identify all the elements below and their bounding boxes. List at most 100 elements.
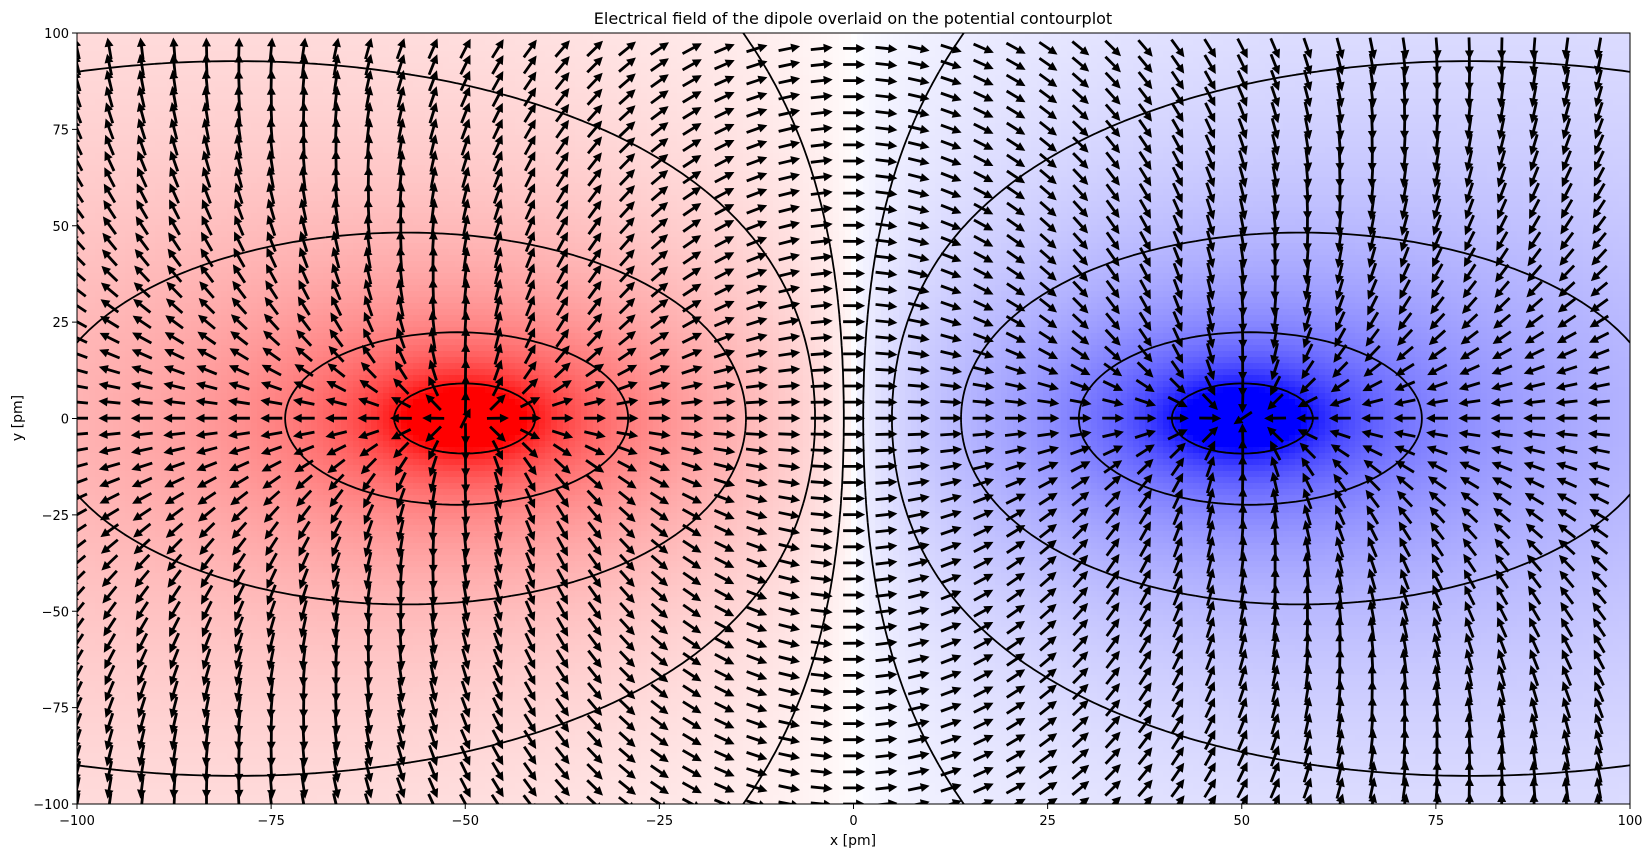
heatmap-cell — [83, 63, 90, 70]
heatmap-cell — [1325, 39, 1332, 46]
heatmap-cell — [839, 51, 846, 58]
heatmap-cell — [1313, 75, 1320, 82]
heatmap-cell — [791, 51, 798, 58]
heatmap-cell — [1577, 57, 1584, 64]
heatmap-cell — [257, 117, 264, 124]
heatmap-cell — [1187, 69, 1194, 76]
heatmap-cell — [1295, 87, 1302, 94]
heatmap-cell — [773, 75, 780, 82]
heatmap-cell — [1253, 123, 1260, 130]
heatmap-cell — [1229, 51, 1236, 58]
heatmap-cell — [1115, 57, 1122, 64]
heatmap-cell — [1211, 39, 1218, 46]
heatmap-cell — [689, 69, 696, 76]
heatmap-cell — [995, 99, 1002, 106]
heatmap-cell — [1193, 45, 1200, 52]
heatmap-cell — [425, 93, 432, 100]
heatmap-cell — [575, 45, 582, 52]
heatmap-cell — [1397, 123, 1404, 130]
heatmap-cell — [713, 39, 720, 46]
heatmap-cell — [551, 45, 558, 52]
heatmap-cell — [971, 129, 978, 136]
heatmap-cell — [737, 99, 744, 106]
heatmap-cell — [1313, 51, 1320, 58]
heatmap-cell — [119, 51, 126, 58]
heatmap-cell — [1349, 99, 1356, 106]
heatmap-cell — [1115, 87, 1122, 94]
heatmap-cell — [1259, 99, 1266, 106]
heatmap-cell — [353, 129, 360, 136]
heatmap-cell — [869, 117, 876, 124]
heatmap-cell — [1451, 45, 1458, 52]
heatmap-cell — [1319, 129, 1326, 136]
heatmap-cell — [881, 105, 888, 112]
heatmap-cell — [1427, 105, 1434, 112]
heatmap-cell — [545, 39, 552, 46]
heatmap-cell — [407, 81, 414, 88]
heatmap-cell — [515, 111, 522, 118]
heatmap-cell — [1355, 135, 1362, 142]
heatmap-cell — [1457, 39, 1464, 46]
heatmap-cell — [905, 33, 912, 40]
heatmap-cell — [197, 99, 204, 106]
heatmap-cell — [1421, 69, 1428, 76]
heatmap-cell — [545, 87, 552, 94]
heatmap-cell — [227, 129, 234, 136]
heatmap-cell — [983, 135, 990, 142]
heatmap-cell — [1391, 51, 1398, 58]
heatmap-cell — [1253, 75, 1260, 82]
heatmap-cell — [1067, 99, 1074, 106]
heatmap-cell — [653, 135, 660, 142]
heatmap-cell — [437, 117, 444, 124]
heatmap-cell — [155, 141, 162, 148]
heatmap-cell — [1343, 129, 1350, 136]
heatmap-cell — [1421, 75, 1428, 82]
heatmap-cell — [575, 141, 582, 148]
heatmap-cell — [929, 45, 936, 52]
heatmap-cell — [1379, 117, 1386, 124]
heatmap-cell — [209, 123, 216, 130]
heatmap-cell — [221, 105, 228, 112]
heatmap-cell — [1259, 33, 1266, 40]
heatmap-cell — [227, 105, 234, 112]
heatmap-cell — [179, 111, 186, 118]
heatmap-cell — [131, 81, 138, 88]
heatmap-cell — [1619, 33, 1626, 40]
heatmap-cell — [119, 69, 126, 76]
heatmap-cell — [161, 147, 168, 154]
heatmap-cell — [1523, 81, 1530, 88]
heatmap-cell — [1049, 39, 1056, 46]
heatmap-cell — [125, 57, 132, 64]
heatmap-cell — [1427, 51, 1434, 58]
heatmap-cell — [1589, 33, 1596, 40]
heatmap-cell — [1577, 111, 1584, 118]
heatmap-cell — [929, 129, 936, 136]
heatmap-cell — [521, 105, 528, 112]
heatmap-cell — [833, 33, 840, 40]
heatmap-cell — [719, 135, 726, 142]
heatmap-cell — [1127, 111, 1134, 118]
heatmap-cell — [1067, 33, 1074, 40]
heatmap-cell — [965, 99, 972, 106]
heatmap-cell — [1613, 81, 1620, 88]
heatmap-cell — [1049, 135, 1056, 142]
heatmap-cell — [1379, 123, 1386, 130]
heatmap-cell — [617, 39, 624, 46]
heatmap-cell — [371, 129, 378, 136]
heatmap-cell — [1361, 87, 1368, 94]
heatmap-cell — [635, 51, 642, 58]
heatmap-cell — [1445, 117, 1452, 124]
heatmap-cell — [809, 99, 816, 106]
heatmap-cell — [677, 39, 684, 46]
heatmap-cell — [737, 57, 744, 64]
heatmap-cell — [1097, 123, 1104, 130]
heatmap-cell — [1415, 81, 1422, 88]
heatmap-cell — [791, 99, 798, 106]
heatmap-cell — [113, 105, 120, 112]
heatmap-cell — [1085, 57, 1092, 64]
heatmap-cell — [1253, 99, 1260, 106]
heatmap-cell — [1133, 105, 1140, 112]
heatmap-cell — [671, 135, 678, 142]
heatmap-cell — [1487, 99, 1494, 106]
heatmap-cell — [1451, 117, 1458, 124]
